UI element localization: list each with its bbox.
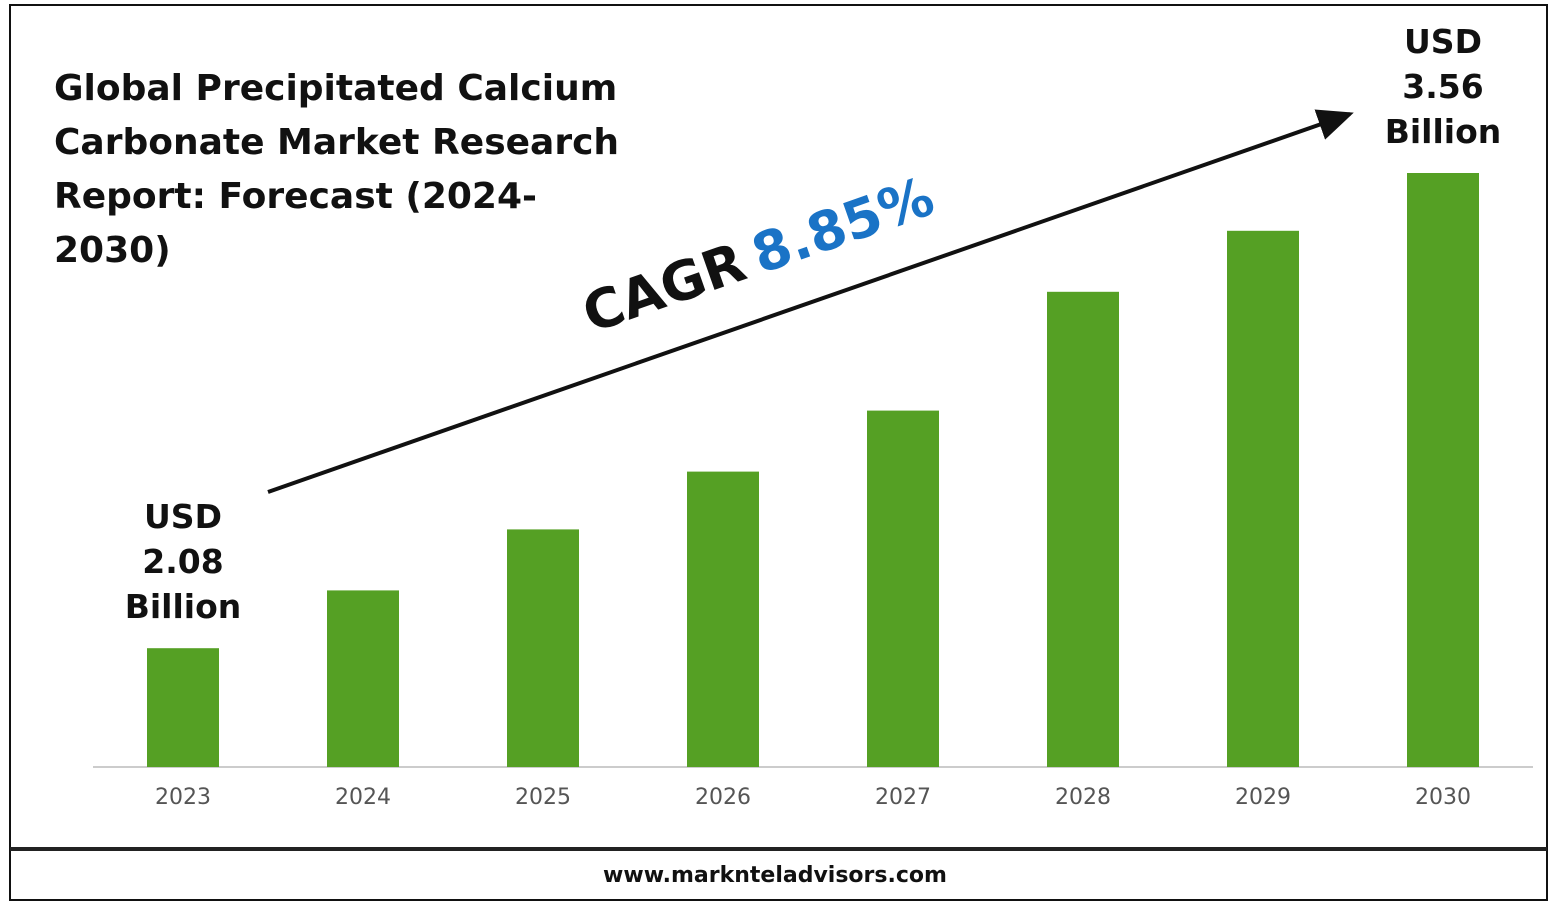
value-label: USD 2.08 Billion (125, 497, 242, 626)
x-tick-label: 2030 (1415, 785, 1471, 810)
bar (1227, 230, 1299, 767)
bar (1047, 291, 1119, 767)
x-tick-label: 2029 (1235, 785, 1291, 810)
x-tick-label: 2025 (515, 785, 571, 810)
source: www.marknteladvisors.com (603, 863, 947, 888)
chart-title: Global Precipitated Calcium Carbonate Ma… (54, 68, 620, 271)
bar (147, 648, 219, 767)
x-tick-label: 2026 (695, 785, 751, 810)
x-tick-label: 2024 (335, 785, 391, 810)
value-label: USD 3.56 Billion (1385, 22, 1502, 151)
x-tick-label: 2023 (155, 785, 211, 810)
frame (9, 4, 1548, 901)
bar (687, 471, 759, 767)
bar (507, 529, 579, 767)
bar (1407, 173, 1479, 767)
cagr: CAGR 8.85% (575, 165, 942, 346)
bar (867, 410, 939, 767)
trend-arrow (267, 109, 1354, 494)
x-tick-label: 2027 (875, 785, 931, 810)
x-tick-label: 2028 (1055, 785, 1111, 810)
bar (327, 590, 399, 767)
